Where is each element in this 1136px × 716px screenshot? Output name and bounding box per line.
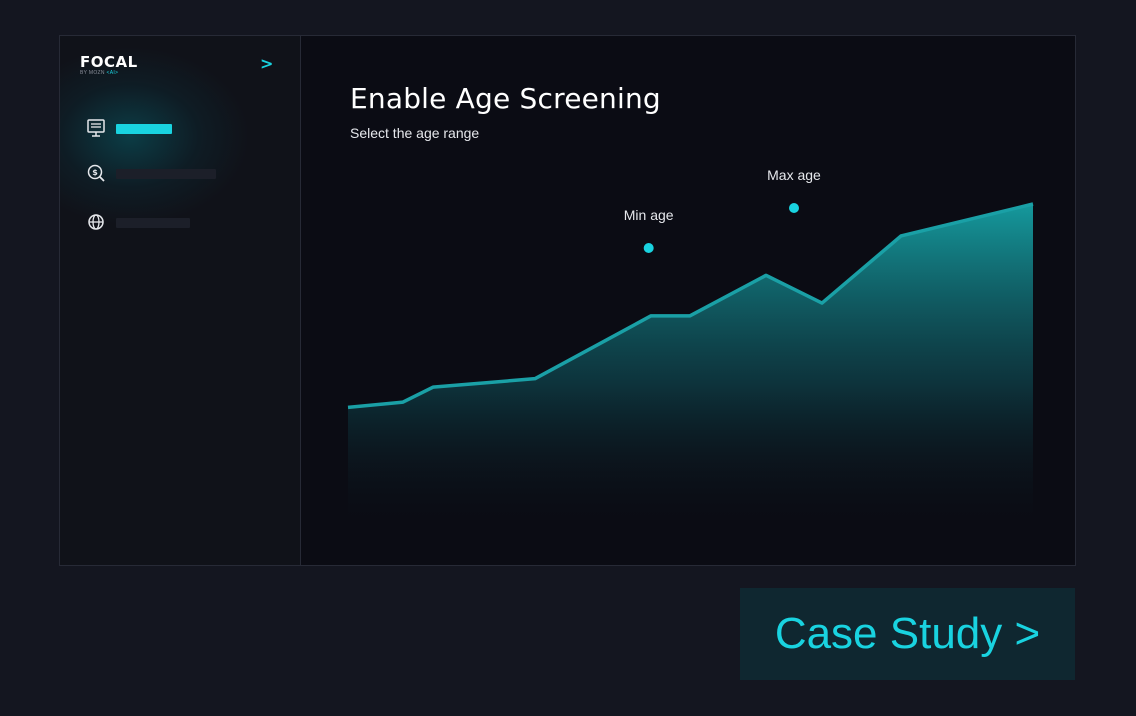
- min-age-label: Min age: [624, 207, 674, 223]
- min-age-handle[interactable]: [643, 243, 654, 253]
- sidebar-item-global[interactable]: [86, 212, 266, 232]
- sidebar-item-transactions[interactable]: $: [86, 163, 266, 183]
- svg-text:$: $: [92, 168, 98, 177]
- sidebar-item-dashboard[interactable]: [86, 118, 266, 138]
- monitor-icon: [87, 119, 105, 137]
- focal-logo: FOCAL: [80, 53, 138, 71]
- search-dollar-icon: $: [87, 164, 105, 182]
- sidebar-item-label-active: [116, 124, 172, 134]
- main-panel: Enable Age Screening Select the age rang…: [302, 36, 1075, 565]
- sidebar-item-label-placeholder: [116, 218, 190, 228]
- chart-area: [348, 204, 1033, 532]
- page-title: Enable Age Screening: [350, 82, 661, 115]
- chart-line: [347, 202, 1034, 410]
- collapse-sidebar-button[interactable]: >: [260, 54, 274, 73]
- sidebar-item-label-placeholder: [116, 169, 216, 179]
- age-distribution-chart[interactable]: Min age Max age: [302, 36, 1076, 565]
- logo-byline: BY MOZN <AI>: [80, 70, 119, 76]
- page-subtitle: Select the age range: [350, 125, 480, 141]
- case-study-button[interactable]: Case Study >: [740, 588, 1075, 680]
- globe-icon: [88, 214, 104, 230]
- app-window: FOCAL BY MOZN <AI> > $: [59, 35, 1076, 566]
- sidebar: FOCAL BY MOZN <AI> > $: [60, 36, 301, 565]
- max-age-label: Max age: [767, 167, 821, 183]
- max-age-handle[interactable]: [789, 203, 799, 213]
